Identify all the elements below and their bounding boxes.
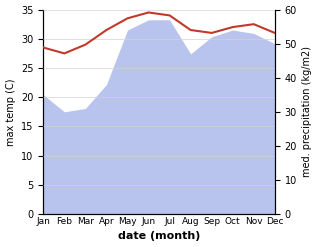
X-axis label: date (month): date (month)	[118, 231, 200, 242]
Y-axis label: med. precipitation (kg/m2): med. precipitation (kg/m2)	[302, 46, 313, 177]
Y-axis label: max temp (C): max temp (C)	[5, 78, 16, 145]
